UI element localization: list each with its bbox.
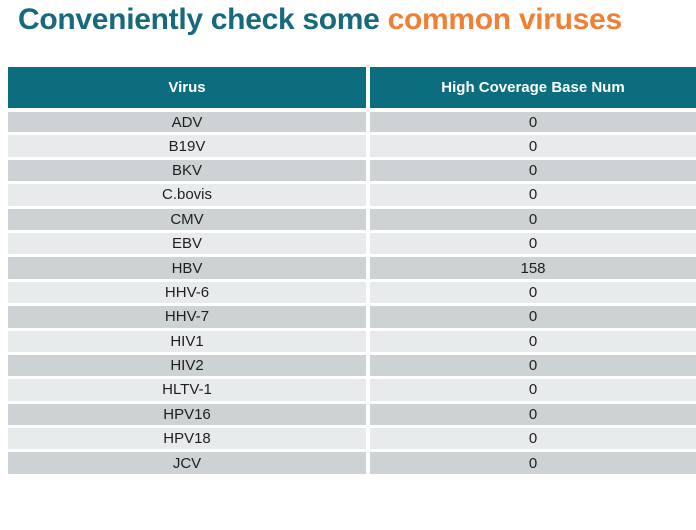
table-row: HIV2 0	[8, 351, 696, 377]
column-header-high-coverage-base-num: High Coverage Base Num	[366, 67, 696, 108]
virus-name-cell: HPV18	[8, 425, 366, 450]
coverage-value-cell: 0	[366, 400, 696, 426]
virus-name-cell: HBV	[8, 254, 366, 279]
coverage-value-cell: 0	[366, 351, 696, 377]
title-accent-segment: common viruses	[387, 3, 623, 36]
virus-name-cell: C.bovis	[8, 181, 366, 206]
coverage-value-cell: 158	[366, 254, 696, 279]
table-header-row: Virus High Coverage Base Num	[8, 67, 696, 108]
table-body: ADV 0 B19V 0 BKV 0 C.bovis 0 CMV 0 EBV 0 HBV 158 HHV-6…	[8, 108, 696, 474]
table-row: HLTV-1 0	[8, 376, 696, 401]
page-title: Conveniently check some common viruses	[0, 0, 696, 36]
table-row: B19V 0	[8, 132, 696, 157]
virus-name-cell: ADV	[8, 108, 366, 133]
virus-name-cell: EBV	[8, 229, 366, 255]
table-row: HHV-6 0	[8, 278, 696, 304]
virus-name-cell: HHV-7	[8, 303, 366, 328]
coverage-value-cell: 0	[366, 156, 696, 182]
coverage-value-cell: 0	[366, 205, 696, 230]
table-row: JCV 0	[8, 449, 696, 474]
virus-name-cell: HHV-6	[8, 278, 366, 304]
coverage-value-cell: 0	[366, 303, 696, 328]
virus-name-cell: B19V	[8, 132, 366, 157]
table-row: HIV1 0	[8, 327, 696, 352]
table-row: HBV 158	[8, 254, 696, 279]
table-row: HHV-7 0	[8, 303, 696, 328]
coverage-value-cell: 0	[366, 327, 696, 352]
coverage-value-cell: 0	[366, 132, 696, 157]
virus-name-cell: CMV	[8, 205, 366, 230]
title-main-segment: Conveniently check some	[18, 3, 388, 36]
table-row: HPV18 0	[8, 425, 696, 450]
virus-name-cell: BKV	[8, 156, 366, 182]
table-row: EBV 0	[8, 229, 696, 255]
table-row: C.bovis 0	[8, 181, 696, 206]
coverage-value-cell: 0	[366, 425, 696, 450]
table-row: CMV 0	[8, 205, 696, 230]
virus-name-cell: JCV	[8, 449, 366, 474]
table-row: BKV 0	[8, 156, 696, 182]
column-header-virus: Virus	[8, 67, 366, 108]
coverage-value-cell: 0	[366, 278, 696, 304]
virus-name-cell: HIV1	[8, 327, 366, 352]
virus-name-cell: HIV2	[8, 351, 366, 377]
virus-name-cell: HLTV-1	[8, 376, 366, 401]
coverage-value-cell: 0	[366, 229, 696, 255]
table-row: HPV16 0	[8, 400, 696, 426]
coverage-value-cell: 0	[366, 181, 696, 206]
virus-coverage-table: Virus High Coverage Base Num ADV 0 B19V 0 BK…	[8, 67, 696, 474]
coverage-value-cell: 0	[366, 108, 696, 133]
table-row: ADV 0	[8, 108, 696, 133]
coverage-value-cell: 0	[366, 376, 696, 401]
coverage-value-cell: 0	[366, 449, 696, 474]
virus-name-cell: HPV16	[8, 400, 366, 426]
